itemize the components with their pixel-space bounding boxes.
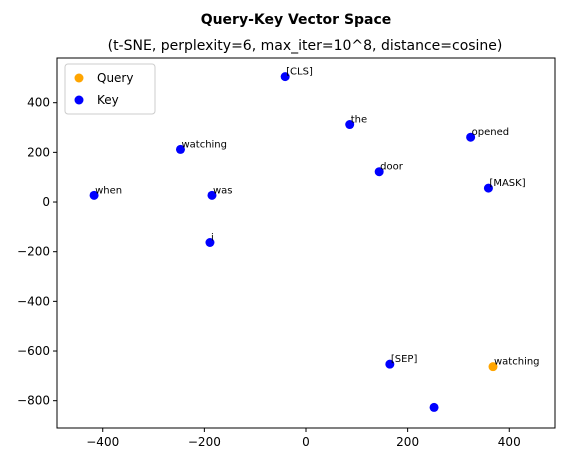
x-tick-label: 0 (302, 435, 310, 449)
point-label: i (211, 233, 214, 244)
legend-box (64, 63, 156, 115)
legend-label: Key (97, 93, 119, 107)
key-point (345, 120, 355, 130)
x-tick-label: 400 (498, 435, 521, 449)
x-tick-label: 200 (396, 435, 419, 449)
point-label: the (351, 115, 367, 126)
x-axis: −400 −200 0 200 400 (86, 428, 521, 449)
y-tick-label: −600 (17, 344, 50, 358)
point-label: when (95, 185, 122, 196)
point-label: [SEP] (391, 354, 418, 365)
key-point (429, 402, 439, 412)
key-point (175, 144, 185, 154)
point-label: was (213, 185, 233, 196)
data-points: watching [CLS] the opened watching door [MASK]… (89, 67, 540, 412)
key-point (374, 167, 384, 177)
x-tick-label: −400 (86, 435, 119, 449)
legend-marker (74, 73, 84, 83)
plot-frame (56, 57, 556, 429)
point-label: door (380, 162, 404, 173)
query-point (488, 362, 498, 372)
y-tick-label: −800 (17, 394, 50, 408)
y-axis: −800 −600 −400 −200 0 200 400 (17, 96, 57, 408)
key-point (385, 359, 395, 369)
point-label: opened (472, 127, 509, 138)
key-point (483, 183, 493, 193)
chart-title: Query-Key Vector Space (201, 12, 392, 28)
y-tick-label: 400 (27, 96, 50, 110)
point-label: watching (181, 139, 227, 150)
point-label: [CLS] (286, 67, 313, 78)
legend-marker (74, 95, 84, 105)
y-tick-label: 200 (27, 145, 50, 159)
plot-area (57, 58, 555, 428)
chart-subtitle: (t-SNE, perplexity=6, max_iter=10^8, dis… (108, 38, 503, 54)
legend-label: Query (97, 71, 133, 85)
key-point (466, 132, 476, 142)
key-point (207, 190, 217, 200)
y-tick-label: −200 (17, 245, 50, 259)
key-point (280, 72, 290, 82)
point-label: [MASK] (489, 178, 525, 189)
point-label: watching (494, 357, 540, 368)
y-tick-label: 0 (42, 195, 50, 209)
key-point (89, 190, 99, 200)
x-tick-label: −200 (188, 435, 221, 449)
key-point (205, 238, 215, 248)
y-tick-label: −400 (17, 294, 50, 308)
legend: Query Key (64, 63, 156, 115)
